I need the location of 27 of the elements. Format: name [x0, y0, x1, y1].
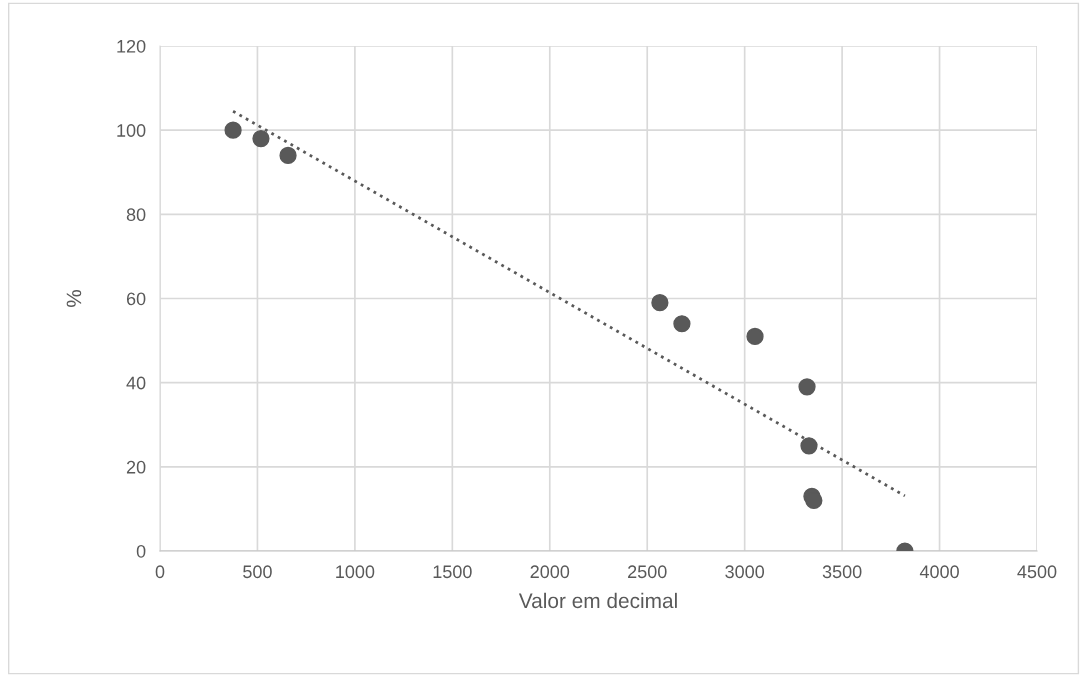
point	[279, 146, 297, 165]
x-tick-label: 1000	[336, 565, 375, 579]
x-tick-label: 3000	[725, 565, 765, 579]
y-tick-label: 0	[136, 544, 146, 558]
x-tick-label: 1500	[433, 565, 472, 579]
x-axis-title: Valor em decimal	[518, 592, 677, 609]
y-tick-label: 20	[126, 460, 146, 474]
y-axis-title: %	[66, 289, 82, 308]
y-tick-label: 100	[117, 124, 146, 137]
y-tick-label: 80	[126, 208, 146, 222]
y-tick-label: 60	[126, 292, 146, 306]
x-tick-label: 2000	[530, 565, 570, 579]
x-tick-label: 500	[243, 565, 272, 579]
y-tick-label: 40	[126, 376, 146, 390]
x-tick-label: 0	[155, 565, 165, 579]
point	[651, 294, 669, 312]
x-tick-label: 4500	[1017, 565, 1057, 579]
x-tick-label: 3500	[822, 565, 862, 579]
point	[798, 378, 816, 396]
point	[224, 121, 242, 139]
point	[800, 437, 818, 455]
point	[746, 327, 764, 345]
point	[673, 315, 691, 333]
x-tick-label: 2500	[628, 565, 667, 579]
y-tick-label: 120	[117, 39, 146, 53]
x-tick-label: 4000	[919, 565, 959, 579]
point	[252, 129, 270, 148]
